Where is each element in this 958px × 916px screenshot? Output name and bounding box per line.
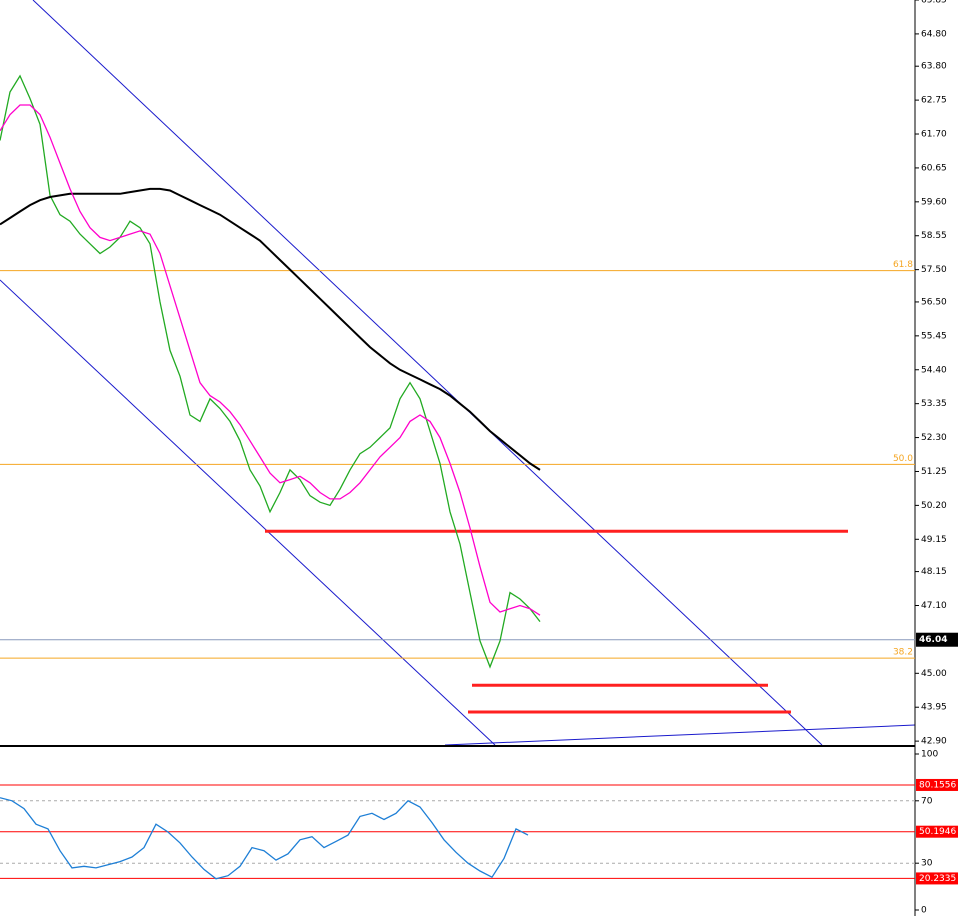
y-tick-label: 43.95 (921, 703, 947, 713)
y-tick-label: 60.65 (921, 163, 947, 173)
current-price-box (916, 632, 958, 647)
y-tick-label: 51.25 (921, 467, 947, 477)
level-label-box (916, 778, 958, 791)
y-tick-label: 47.10 (921, 601, 947, 611)
y-tick-label: 49.15 (921, 535, 947, 545)
y-tick-label: 63.80 (921, 62, 947, 72)
fib-label: 38.2 (893, 648, 913, 658)
level-label-box (916, 825, 958, 838)
fib-label: 61.8 (893, 260, 913, 270)
level-label: 20.2335 (919, 874, 956, 884)
y-tick-label: 30 (921, 859, 933, 869)
y-tick-label: 64.80 (921, 29, 947, 39)
y-tick-label: 65.85 (921, 0, 947, 6)
level-label: 50.1946 (919, 827, 956, 837)
fib-label: 50.0 (893, 454, 913, 464)
series-line (0, 74, 541, 669)
y-tick-label: 100 (921, 750, 938, 760)
y-tick-label: 70 (921, 796, 933, 806)
channel-upper (32, 0, 823, 746)
series-line (0, 104, 541, 616)
y-tick-label: 55.45 (921, 331, 947, 341)
y-tick-label: 50.20 (921, 501, 947, 511)
series-line (0, 187, 541, 471)
y-tick-label: 56.50 (921, 297, 947, 307)
y-tick-label: 62.75 (921, 96, 947, 106)
y-tick-label: 58.55 (921, 231, 947, 241)
level-label: 80.1556 (919, 780, 956, 790)
y-tick-label: 59.60 (921, 197, 947, 207)
y-tick-label: 42.90 (921, 737, 947, 747)
y-tick-label: 54.40 (921, 365, 947, 375)
y-tick-label: 52.30 (921, 433, 947, 443)
y-tick-label: 53.35 (921, 399, 947, 409)
y-tick-label: 57.50 (921, 265, 947, 275)
y-tick-label: 45.00 (921, 669, 947, 679)
level-label-box (916, 872, 958, 885)
trend-lines (0, 0, 916, 746)
y-tick-label: 48.15 (921, 567, 947, 577)
y-tick-label: 61.70 (921, 130, 947, 140)
y-tick-label: 0 (921, 905, 927, 915)
current-price-label: 46.04 (919, 635, 947, 645)
series-line (0, 797, 529, 880)
trend-line (444, 724, 916, 746)
channel-lower (0, 279, 496, 746)
